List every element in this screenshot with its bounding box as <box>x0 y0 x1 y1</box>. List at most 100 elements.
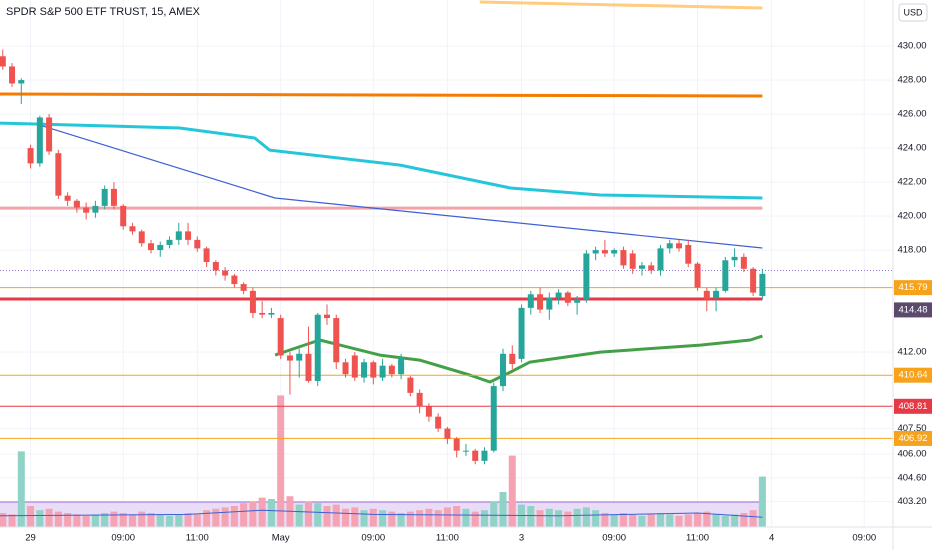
volume-bar <box>480 510 488 527</box>
volume-bar <box>638 515 646 527</box>
candle-body <box>722 260 729 291</box>
price-tag-label: 408.81 <box>898 401 927 412</box>
currency-label: USD <box>903 7 923 17</box>
candle-body <box>351 355 358 378</box>
candle-body <box>129 226 136 232</box>
volume-bar <box>360 510 368 527</box>
volume-bar <box>36 510 44 527</box>
indicator-line <box>479 0 763 10</box>
price-tag <box>894 398 932 414</box>
y-tick-label: 418.00 <box>897 245 926 256</box>
candle-body <box>490 386 497 451</box>
volume-bar <box>536 510 544 527</box>
volume-bar <box>406 511 414 527</box>
x-tick-label: 11:00 <box>436 533 459 544</box>
candle-body <box>73 200 80 208</box>
y-tick-label: 428.00 <box>897 75 926 86</box>
x-tick-label: 11:00 <box>686 533 709 544</box>
candle-body <box>416 392 423 407</box>
y-tick-label: 426.00 <box>897 109 926 120</box>
volume-bar <box>425 508 433 527</box>
volume-bar <box>295 504 303 527</box>
volume-bar <box>462 508 470 527</box>
candle-body <box>222 270 229 276</box>
volume-bar <box>434 510 442 527</box>
candle-body <box>286 355 293 361</box>
volume-bar <box>629 514 637 527</box>
candle-body <box>36 117 43 164</box>
price-axis <box>893 0 932 550</box>
volume-bar <box>128 514 136 527</box>
price-tag <box>894 302 932 318</box>
volume-bar <box>545 508 553 527</box>
volume-bar <box>221 507 229 527</box>
candle-body <box>166 239 173 245</box>
volume-bars <box>0 395 766 527</box>
volume-bar <box>304 501 312 527</box>
candle-body <box>120 205 127 227</box>
volume-bar <box>471 511 479 527</box>
y-tick-label: 420.00 <box>897 211 926 222</box>
candle-body <box>333 318 340 363</box>
price-tag <box>894 280 932 296</box>
volume-bar <box>443 507 451 527</box>
candle-body <box>379 365 386 378</box>
candle-body <box>537 294 544 310</box>
candle-body <box>324 314 331 319</box>
x-tick-label: 3 <box>519 533 524 544</box>
candle-body <box>388 365 395 375</box>
volume-bar <box>666 514 674 527</box>
x-tick-label: 11:00 <box>186 533 209 544</box>
volume-bar <box>564 511 572 527</box>
candle-body <box>574 299 581 303</box>
candle-body <box>527 294 534 308</box>
candle-body <box>157 244 164 251</box>
candle-body <box>147 243 154 251</box>
candle-body <box>481 450 488 461</box>
volume-bar <box>416 510 424 527</box>
candle-body <box>212 261 219 271</box>
volume-bar <box>54 511 62 527</box>
candle-body <box>620 250 627 266</box>
candle-body <box>314 314 321 381</box>
y-tick-label: 412.00 <box>897 347 926 358</box>
volume-bar <box>258 497 266 527</box>
y-tick-label: 430.00 <box>897 41 926 52</box>
price-tag <box>894 430 932 446</box>
candle-body <box>27 148 34 164</box>
candle-body <box>46 117 53 152</box>
volume-bar <box>758 476 766 527</box>
volume-bar <box>656 513 664 527</box>
volume-bar <box>332 504 340 527</box>
volume-bar <box>82 515 90 527</box>
x-tick-label: 4 <box>769 533 774 544</box>
candle-body <box>361 362 368 378</box>
price-tag-label: 414.48 <box>898 304 927 315</box>
x-tick-label: 29 <box>25 533 36 544</box>
candle-body <box>750 268 757 293</box>
currency-badge[interactable] <box>898 3 928 22</box>
candle-body <box>509 353 516 364</box>
volume-bar <box>119 513 127 527</box>
candle-body <box>425 406 432 417</box>
chart-title: SPDR S&P 500 ETF TRUST, 15, AMEX <box>6 6 201 18</box>
volume-bar <box>175 514 183 527</box>
volume-bar <box>212 508 220 527</box>
candle-body <box>546 297 553 310</box>
candle-body <box>731 256 738 261</box>
volume-bar <box>240 503 248 527</box>
candle-body <box>444 428 451 439</box>
volume-bar <box>64 513 72 527</box>
candle-body <box>648 265 655 271</box>
volume-bar <box>91 514 99 527</box>
candles <box>0 49 766 465</box>
candle-body <box>555 292 562 298</box>
x-tick-label: 09:00 <box>602 533 626 544</box>
candle-body <box>629 253 636 269</box>
volume-bar <box>721 515 729 527</box>
candle-body <box>175 231 182 240</box>
volume-bar <box>499 492 507 527</box>
